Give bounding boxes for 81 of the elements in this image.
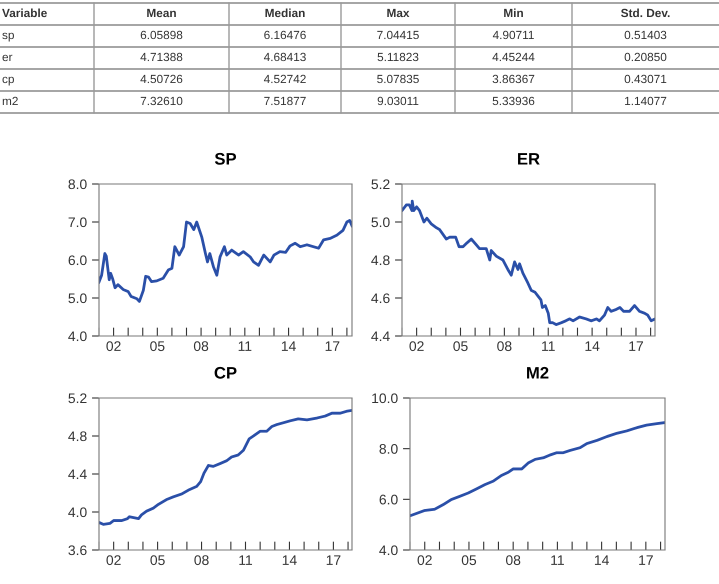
text: er xyxy=(2,54,12,62)
y-tick-label: 5.2 xyxy=(68,393,86,404)
y-tick-label: 4.8 xyxy=(371,255,390,266)
text: 7.51877 xyxy=(264,96,306,106)
x-tick-label: 05 xyxy=(150,341,164,352)
y-tick-label: 3.6 xyxy=(68,545,87,556)
text: m2 xyxy=(2,96,18,106)
text: 5.07835 xyxy=(377,74,419,84)
x-tick-label: 17 xyxy=(326,341,340,351)
category-label: Min xyxy=(504,8,523,18)
text: 5.11823 xyxy=(378,52,418,62)
text: 7.32610 xyxy=(140,96,182,106)
x-tick-label: 11 xyxy=(551,555,564,565)
y-tick-label: 4.0 xyxy=(68,507,87,518)
x-tick-label: 05 xyxy=(462,555,476,566)
y-tick-label: 6.0 xyxy=(380,494,398,505)
x-tick-label: 11 xyxy=(542,341,555,351)
text: 5.33936 xyxy=(492,96,534,106)
y-tick-label: 10.0 xyxy=(372,393,398,404)
text: 1.14077 xyxy=(625,96,666,106)
x-tick-label: 08 xyxy=(506,555,520,566)
text: 4.68413 xyxy=(264,52,306,62)
text: 4.71388 xyxy=(140,52,182,62)
y-tick-label: 4.4 xyxy=(371,331,390,342)
y-tick-label: 5.0 xyxy=(68,293,87,304)
text: cp xyxy=(2,76,14,86)
text: 4.45244 xyxy=(492,52,534,62)
chart-title: CP xyxy=(214,366,237,379)
x-tick-label: 08 xyxy=(497,341,512,352)
y-tick-label: 7.0 xyxy=(68,217,87,228)
x-tick-label: 02 xyxy=(106,341,121,352)
text: 0.43071 xyxy=(624,74,666,84)
y-tick-label: 4.0 xyxy=(68,331,87,342)
x-tick-label: 17 xyxy=(326,555,340,565)
category-label: Max xyxy=(387,8,410,18)
text: 4.50726 xyxy=(140,74,182,84)
line-series xyxy=(410,421,665,518)
x-tick-label: 08 xyxy=(194,341,208,352)
chart-title: M2 xyxy=(527,366,548,379)
y-tick-label: 4.8 xyxy=(68,431,87,442)
text: 0.20850 xyxy=(624,52,666,62)
line-series xyxy=(99,219,352,303)
y-tick-label: 8.0 xyxy=(379,444,398,454)
x-tick-label: 02 xyxy=(106,555,121,566)
x-tick-label: 14 xyxy=(585,341,600,351)
x-tick-label: 17 xyxy=(639,555,653,565)
category-label: Mean xyxy=(147,8,176,18)
category-label: Std. Dev. xyxy=(621,8,670,18)
x-tick-label: 02 xyxy=(418,555,432,566)
x-tick-label: 08 xyxy=(194,555,209,566)
text: 4.52742 xyxy=(264,74,306,84)
text: 4.90711 xyxy=(492,30,534,40)
chart-title: SP xyxy=(214,152,236,165)
category-label: Median xyxy=(265,8,305,18)
y-tick-label: 4.0 xyxy=(379,545,398,556)
line-series xyxy=(402,200,655,326)
x-tick-label: 11 xyxy=(239,555,252,565)
x-tick-label: 14 xyxy=(594,555,609,565)
category-label: Variable xyxy=(2,8,47,18)
text: 7.04415 xyxy=(377,30,419,40)
x-tick-label: 14 xyxy=(282,555,297,565)
text: 3.86367 xyxy=(492,74,534,84)
x-tick-label: 14 xyxy=(282,341,296,351)
chart-title: ER xyxy=(518,153,540,165)
y-tick-label: 6.0 xyxy=(68,255,87,266)
x-tick-label: 11 xyxy=(238,341,252,351)
y-tick-label: 8.0 xyxy=(68,179,87,190)
text: 6.05898 xyxy=(140,30,182,40)
line-series xyxy=(99,408,352,526)
text: sp xyxy=(2,32,14,42)
x-tick-label: 05 xyxy=(150,555,165,566)
x-tick-label: 05 xyxy=(453,341,468,352)
text: 9.03011 xyxy=(378,96,418,106)
y-tick-label: 5.2 xyxy=(371,179,390,190)
y-tick-label: 4.6 xyxy=(371,293,390,304)
text: 0.51403 xyxy=(624,30,666,40)
x-tick-label: 02 xyxy=(409,341,424,352)
text: 6.16476 xyxy=(264,30,306,40)
y-tick-label: 4.4 xyxy=(68,469,87,480)
y-tick-label: 5.0 xyxy=(371,217,390,228)
x-tick-label: 17 xyxy=(629,341,644,351)
